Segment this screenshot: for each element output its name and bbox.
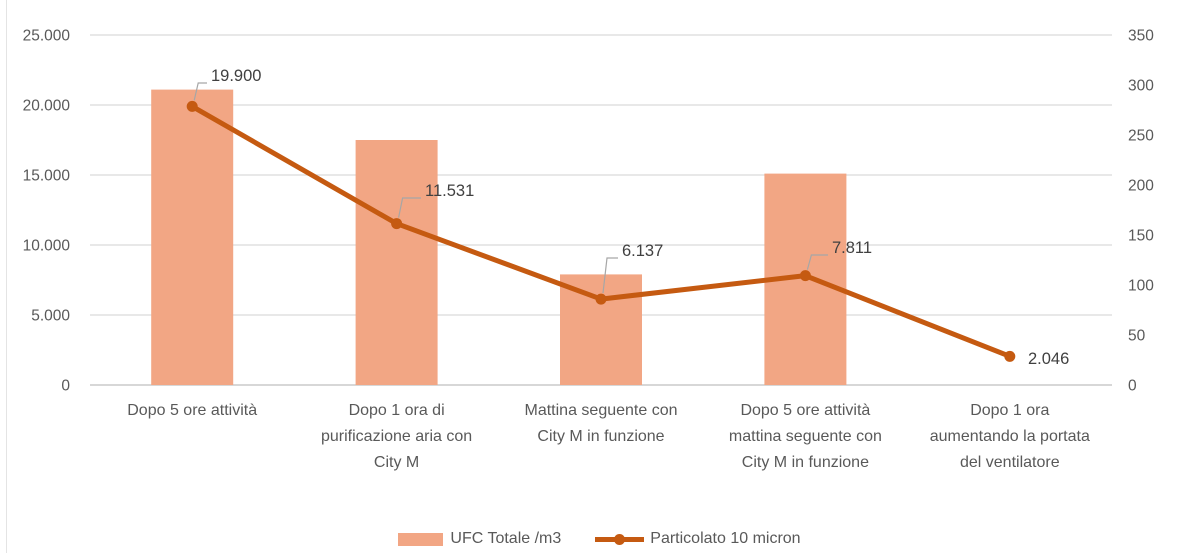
left-axis-tick-label: 20.000 (23, 98, 71, 115)
right-axis-tick-label: 150 (1128, 228, 1154, 245)
bar-series-ufc (151, 89, 847, 385)
right-axis-ticks: 0 50 100 150 200 250 300 350 (1128, 28, 1154, 395)
data-label: 6.137 (622, 242, 663, 260)
legend-item-ufc[interactable]: UFC Totale /m3 (398, 530, 561, 548)
gridlines (90, 34, 1112, 386)
data-labels: 19.900 11.531 6.137 7.811 2.046 (211, 67, 1069, 368)
data-label-leaders (193, 82, 828, 294)
leader-line (602, 257, 618, 294)
leader-line (193, 82, 207, 101)
data-label: 19.900 (211, 67, 261, 85)
right-axis-tick-label: 300 (1128, 78, 1154, 95)
line-markers (186, 100, 1016, 362)
left-axis-tick-label: 0 (61, 378, 70, 395)
bar-swatch-icon (398, 532, 444, 546)
line-marker[interactable] (595, 293, 607, 305)
line-swatch-icon (595, 533, 645, 546)
left-axis-tick-label: 5.000 (31, 308, 70, 325)
legend-label-ufc: UFC Totale /m3 (450, 530, 562, 547)
right-axis-tick-label: 200 (1128, 178, 1154, 195)
line-marker[interactable] (391, 218, 403, 230)
data-label: 2.046 (1028, 350, 1069, 368)
category-label: Dopo 5 ore attività mattina seguente con… (728, 402, 882, 471)
data-label: 11.531 (425, 182, 474, 200)
line-marker[interactable] (799, 270, 811, 282)
line-marker[interactable] (1004, 350, 1016, 362)
left-axis-ticks: 0 5.000 10.000 15.000 20.000 25.000 (23, 28, 71, 395)
left-axis-tick-label: 25.000 (23, 28, 71, 45)
category-label: Dopo 5 ore attività (127, 402, 258, 419)
leader-line (806, 254, 828, 270)
left-axis-tick-label: 15.000 (23, 168, 71, 185)
legend: UFC Totale /m3 Particolato 10 micron (0, 526, 1199, 552)
right-axis-tick-label: 100 (1128, 278, 1154, 295)
sheet-gridline (6, 0, 7, 553)
left-axis-tick-label: 10.000 (23, 238, 71, 255)
legend-item-particolato[interactable]: Particolato 10 micron (595, 530, 801, 548)
right-axis-tick-label: 0 (1128, 378, 1137, 395)
category-label: Mattina seguente con City M in funzione (524, 402, 678, 445)
right-axis-tick-label: 250 (1128, 128, 1154, 145)
line-marker[interactable] (186, 100, 198, 112)
bar[interactable] (560, 274, 642, 385)
right-axis-tick-label: 350 (1128, 28, 1154, 45)
legend-label-particolato: Particolato 10 micron (650, 530, 801, 547)
right-axis-tick-label: 50 (1128, 328, 1146, 345)
category-label: Dopo 1 ora di purificazione aria con Cit… (320, 402, 473, 471)
bar[interactable] (151, 89, 234, 385)
bar[interactable] (355, 140, 438, 385)
category-label: Dopo 1 ora aumentando la portata del ven… (929, 402, 1090, 471)
data-label: 7.811 (832, 239, 872, 257)
leader-line (398, 197, 421, 218)
